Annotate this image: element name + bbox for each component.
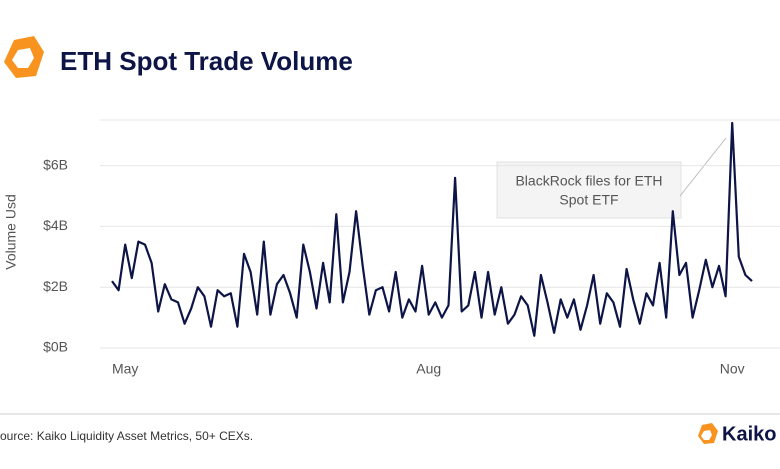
data-line: [111, 121, 753, 337]
logo: [4, 36, 44, 78]
y-axis-label: Volume Usd: [3, 194, 19, 269]
annotation: Spot ETF: [559, 192, 618, 208]
x-tick-label: Aug: [416, 361, 441, 377]
y-tick-label: $0B: [43, 339, 68, 355]
y-tick-label: $4B: [43, 217, 68, 233]
annotation-box: [496, 161, 682, 219]
annotation-leader: [679, 137, 727, 197]
brand: Kaiko: [722, 423, 776, 445]
y-tick-label: $6B: [43, 156, 68, 172]
x-tick-label: Nov: [720, 361, 745, 377]
y-tick-label: $2B: [43, 278, 68, 294]
chart-title: ETH Spot Trade Volume: [60, 46, 353, 76]
annotation: BlackRock files for ETH: [515, 173, 662, 189]
brand-logo: [698, 423, 718, 444]
x-tick-label: May: [112, 361, 138, 377]
source: Source: Kaiko Liquidity Asset Metrics, 5…: [0, 429, 253, 443]
